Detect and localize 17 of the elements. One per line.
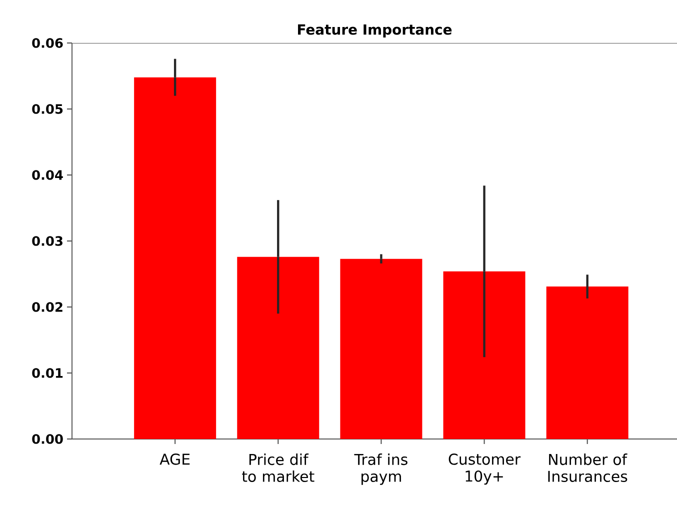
x-tick-label: Number of Insurances: [548, 454, 628, 482]
bar: [134, 77, 216, 439]
x-tick-label: Price dif to market: [242, 454, 314, 482]
y-tick-label: 0.06: [32, 38, 63, 48]
y-tick-label: 0.02: [32, 302, 62, 312]
chart-title: Feature Importance: [298, 24, 452, 38]
y-tick-label: 0.03: [32, 236, 62, 246]
x-tick-label: AGE: [160, 454, 190, 465]
y-tick-label: 0.01: [32, 368, 63, 378]
bar: [237, 256, 320, 439]
y-tick-label: 0.00: [32, 434, 63, 444]
x-tick-label: Traf ins paym: [354, 454, 408, 485]
x-tick-label: Customer 10y+: [448, 454, 521, 485]
y-tick-label: 0.04: [32, 170, 63, 180]
y-tick-label: 0.05: [32, 104, 63, 114]
bar: [546, 286, 628, 439]
bar: [340, 258, 422, 439]
